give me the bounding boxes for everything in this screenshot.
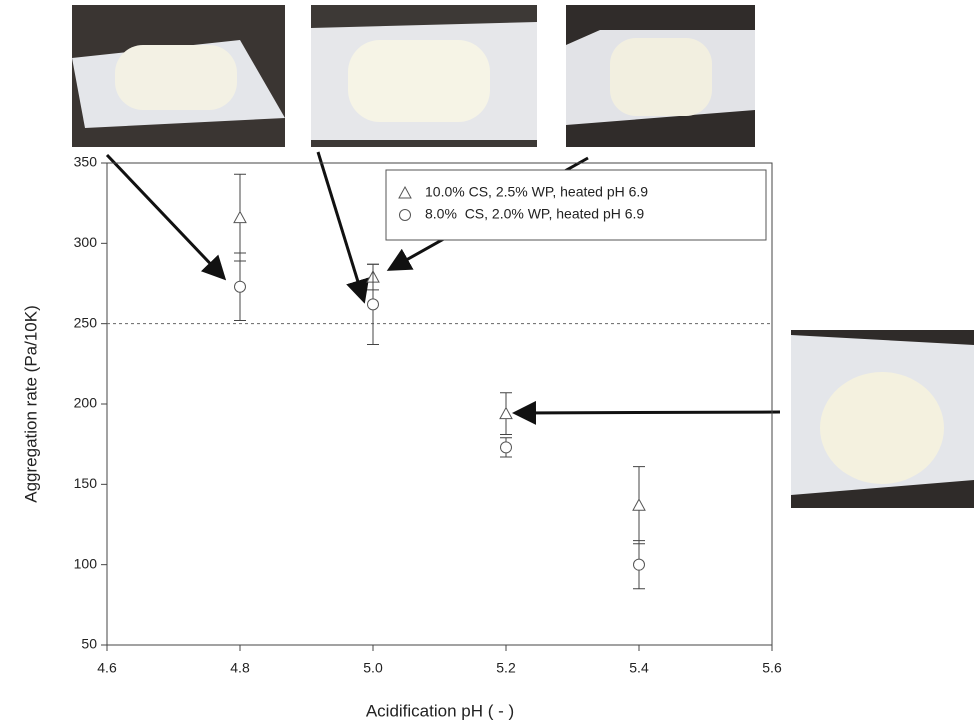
marker: [501, 442, 512, 453]
marker: [234, 212, 246, 223]
chart: Acidification pH ( - ) Aggregation rate …: [0, 0, 974, 726]
y-tick-label: 200: [74, 395, 98, 411]
marker: [235, 281, 246, 292]
y-tick-label: 50: [81, 636, 97, 652]
y-tick-label: 250: [74, 314, 98, 330]
y-tick-label: 100: [74, 555, 98, 571]
marker: [634, 559, 645, 570]
x-axis-label: Acidification pH ( - ): [366, 701, 514, 720]
y-tick-label: 300: [74, 234, 98, 250]
photo: [791, 330, 974, 508]
photo: [72, 5, 285, 147]
y-tick-label: 350: [74, 154, 98, 170]
y-axis-label: Aggregation rate (Pa/10K): [21, 305, 40, 503]
x-tick-label: 5.6: [762, 660, 782, 676]
marker: [400, 210, 411, 221]
photo: [566, 5, 755, 147]
x-tick-label: 5.4: [629, 660, 649, 676]
marker: [368, 299, 379, 310]
marker: [633, 499, 645, 510]
legend-label: 10.0% CS, 2.5% WP, heated pH 6.9: [425, 184, 648, 200]
x-tick-label: 4.6: [97, 660, 117, 676]
x-tick-label: 5.0: [363, 660, 383, 676]
legend-label: 8.0% CS, 2.0% WP, heated pH 6.9: [425, 206, 644, 222]
x-tick-label: 4.8: [230, 660, 250, 676]
x-tick-label: 5.2: [496, 660, 516, 676]
y-tick-label: 150: [74, 475, 98, 491]
marker: [500, 408, 512, 419]
photo: [311, 5, 537, 147]
